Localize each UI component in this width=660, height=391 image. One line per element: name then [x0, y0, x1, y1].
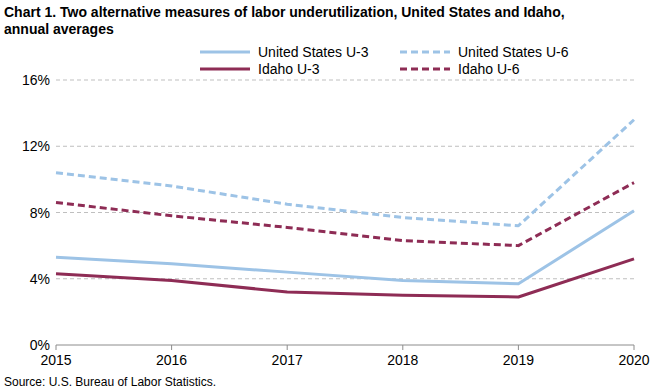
series-line — [56, 183, 634, 246]
x-tick — [287, 345, 288, 350]
x-tick-label: 2020 — [618, 352, 649, 368]
x-tick-label: 2018 — [387, 352, 418, 368]
legend-label: United States U-3 — [258, 44, 369, 60]
y-tick-label: 8% — [30, 205, 50, 221]
y-tick-label: 0% — [30, 337, 50, 353]
x-tick-label: 2017 — [272, 352, 303, 368]
legend-swatch — [400, 51, 450, 54]
x-tick — [402, 345, 403, 350]
legend-swatch — [200, 68, 250, 71]
legend-label: United States U-6 — [458, 44, 569, 60]
x-tick — [634, 345, 635, 350]
x-tick — [56, 345, 57, 350]
x-tick — [518, 345, 519, 350]
y-tick-label: 4% — [30, 271, 50, 287]
series-line — [56, 259, 634, 297]
source: Source: U.S. Bureau of Labor Statistics. — [4, 375, 216, 389]
legend: United States U-3United States U-6Idaho … — [200, 44, 569, 77]
x-tick-label: 2019 — [503, 352, 534, 368]
legend-swatch — [200, 51, 250, 54]
x-tick-label: 2016 — [156, 352, 187, 368]
y-tick-label: 12% — [22, 138, 50, 154]
grid-line — [56, 146, 634, 147]
x-axis — [56, 345, 634, 346]
series-line — [56, 120, 634, 226]
legend-label: Idaho U-6 — [458, 61, 520, 77]
legend-swatch — [400, 68, 450, 71]
x-tick — [171, 345, 172, 350]
y-tick-label: 16% — [22, 72, 50, 88]
grid-line — [56, 80, 634, 81]
plot-area — [56, 120, 634, 297]
title: Chart 1. Two alternative measures of lab… — [4, 4, 565, 37]
x-tick-label: 2015 — [40, 352, 71, 368]
chart: Chart 1. Two alternative measures of lab… — [0, 0, 660, 391]
legend-label: Idaho U-3 — [258, 61, 320, 77]
series-line — [56, 211, 634, 284]
